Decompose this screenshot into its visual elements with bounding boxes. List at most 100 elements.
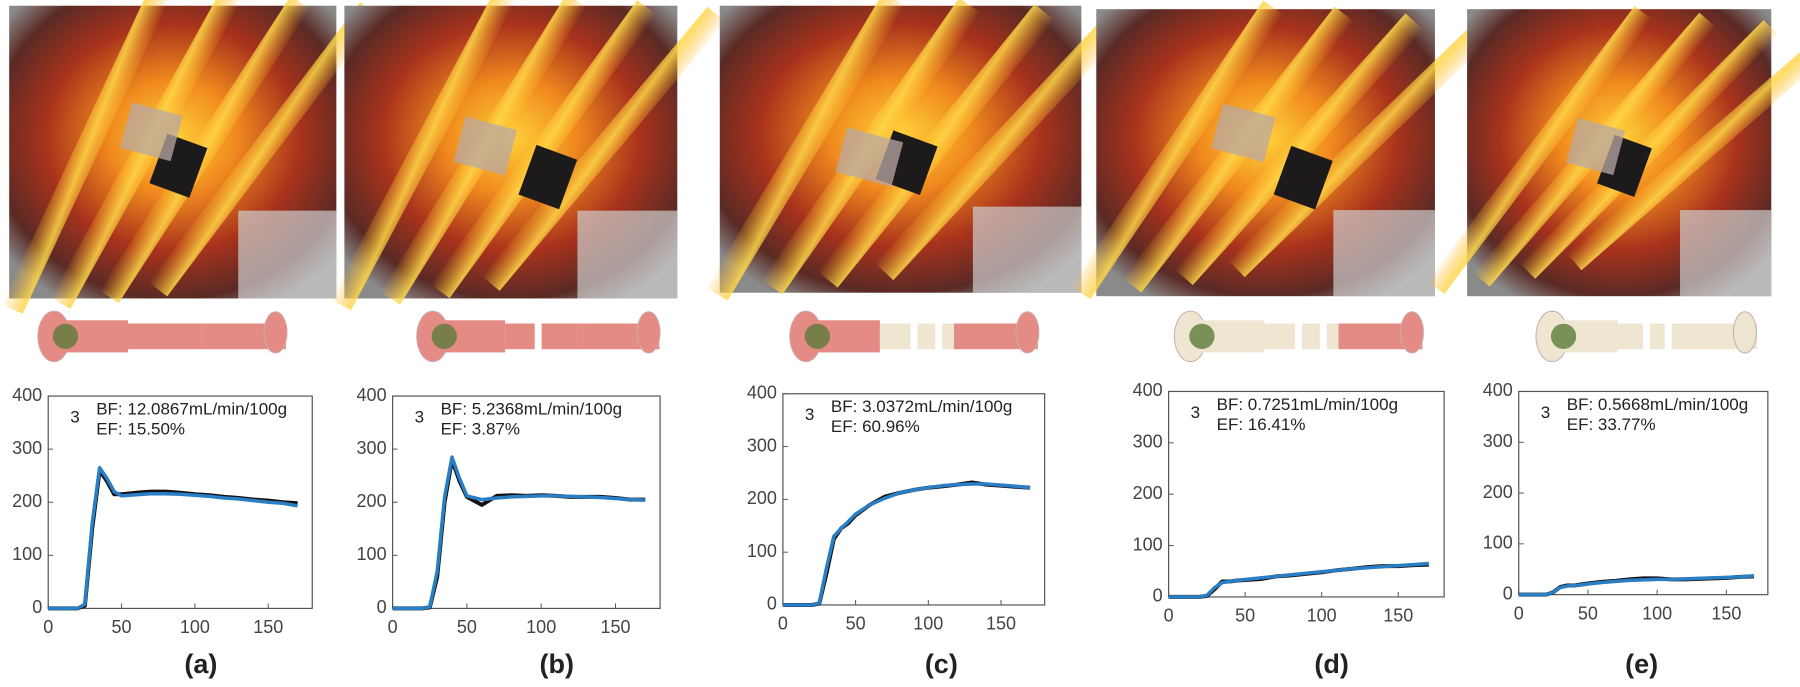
tissue xyxy=(238,210,337,299)
x-tick-label: 0 xyxy=(778,614,788,634)
annotation: EF: 33.77% xyxy=(1567,415,1656,434)
vessel xyxy=(481,6,726,291)
y-tick-label: 0 xyxy=(767,594,777,614)
x-tick-label: 0 xyxy=(388,617,398,637)
annotation: BF: 0.7251mL/min/100g xyxy=(1217,395,1398,414)
photo xyxy=(705,0,1129,301)
bone-shaft xyxy=(1617,323,1683,350)
x-tick-label: 100 xyxy=(180,617,210,637)
bone-end xyxy=(263,311,288,354)
y-tick-label: 200 xyxy=(1483,482,1513,502)
x-tick-label: 150 xyxy=(253,617,283,637)
bone-end xyxy=(1732,311,1757,354)
y-tick-label: 400 xyxy=(1483,380,1513,400)
panel-label: (a) xyxy=(184,649,217,679)
vessel xyxy=(1,0,172,315)
implant xyxy=(518,144,578,210)
bone-gap xyxy=(910,318,918,355)
x-tick-label: 150 xyxy=(600,617,630,637)
measure-region xyxy=(431,323,457,349)
bone-diagram xyxy=(416,310,661,363)
bone-gap xyxy=(1319,318,1327,355)
y-tick-label: 100 xyxy=(12,544,42,564)
bone-gap xyxy=(1295,318,1303,355)
series-line xyxy=(1518,574,1755,597)
annotation: BF: 3.0372mL/min/100g xyxy=(831,397,1012,416)
plot-frame xyxy=(392,395,661,610)
annotation: 3 xyxy=(1541,403,1550,422)
y-tick-label: 100 xyxy=(747,541,777,561)
y-tick-label: 0 xyxy=(1153,586,1163,606)
y-tick-label: 400 xyxy=(357,385,387,405)
y-tick-label: 400 xyxy=(747,383,777,403)
annotation: 3 xyxy=(415,408,424,427)
series-line xyxy=(1168,561,1429,599)
measure-region xyxy=(52,323,79,349)
vessel xyxy=(1070,0,1283,300)
y-tick-label: 300 xyxy=(12,438,42,458)
photo xyxy=(1,0,379,315)
bone-segment xyxy=(453,116,518,176)
y-tick-label: 0 xyxy=(32,597,42,617)
bone-shaft xyxy=(127,323,203,350)
y-tick-label: 300 xyxy=(1483,431,1513,451)
photo xyxy=(1070,0,1493,300)
y-tick-label: 300 xyxy=(357,438,387,458)
series-line xyxy=(48,465,298,611)
y-tick-label: 100 xyxy=(1483,533,1513,553)
bone-end xyxy=(1400,311,1424,354)
x-tick-label: 0 xyxy=(43,617,53,637)
vessel xyxy=(874,10,1129,281)
series-line xyxy=(782,482,1031,607)
x-tick-label: 0 xyxy=(1514,603,1524,623)
bone-diagram xyxy=(37,310,288,363)
x-tick-label: 50 xyxy=(1235,606,1255,626)
x-tick-label: 100 xyxy=(913,614,943,634)
series-line xyxy=(392,457,646,611)
y-tick-label: 200 xyxy=(1133,483,1163,503)
bone-gap xyxy=(935,318,943,355)
tissue xyxy=(972,206,1082,293)
x-tick-label: 150 xyxy=(1711,603,1741,623)
x-tick-label: 150 xyxy=(986,614,1016,634)
x-tick-label: 150 xyxy=(1383,606,1413,626)
y-tick-label: 200 xyxy=(12,491,42,511)
series-line xyxy=(782,480,1031,607)
x-tick-label: 50 xyxy=(112,617,132,637)
vessel xyxy=(148,1,379,297)
y-tick-label: 300 xyxy=(1133,432,1163,452)
vessel xyxy=(1567,28,1800,271)
annotation: EF: 15.50% xyxy=(96,420,185,439)
bone-segment xyxy=(1211,103,1276,162)
implant xyxy=(1273,145,1333,210)
annotation: 3 xyxy=(70,408,79,427)
bone-segment xyxy=(120,102,183,162)
x-tick-label: 0 xyxy=(1164,606,1174,626)
tissue xyxy=(1333,210,1435,297)
annotation: BF: 5.2368mL/min/100g xyxy=(441,400,622,419)
photo xyxy=(1427,6,1800,297)
vessel xyxy=(330,0,516,311)
photo xyxy=(330,0,726,311)
x-tick-label: 50 xyxy=(457,617,477,637)
measure-region xyxy=(804,323,830,349)
bone-segment xyxy=(1566,118,1626,176)
y-tick-label: 200 xyxy=(357,491,387,511)
y-tick-label: 400 xyxy=(12,385,42,405)
x-tick-label: 50 xyxy=(846,614,866,634)
panel-label: (c) xyxy=(925,649,958,679)
x-tick-label: 100 xyxy=(1642,603,1672,623)
y-tick-label: 100 xyxy=(357,544,387,564)
vessel xyxy=(817,4,1055,288)
y-tick-label: 300 xyxy=(747,435,777,455)
tissue xyxy=(1680,210,1772,297)
annotation: EF: 16.41% xyxy=(1217,415,1306,434)
tissue xyxy=(577,210,678,299)
measure-region xyxy=(1189,323,1215,349)
vessel xyxy=(1228,20,1493,278)
x-tick-label: 50 xyxy=(1578,603,1598,623)
panel-label: (d) xyxy=(1314,649,1348,679)
vessel xyxy=(705,0,906,301)
bone-gap xyxy=(1664,318,1672,355)
